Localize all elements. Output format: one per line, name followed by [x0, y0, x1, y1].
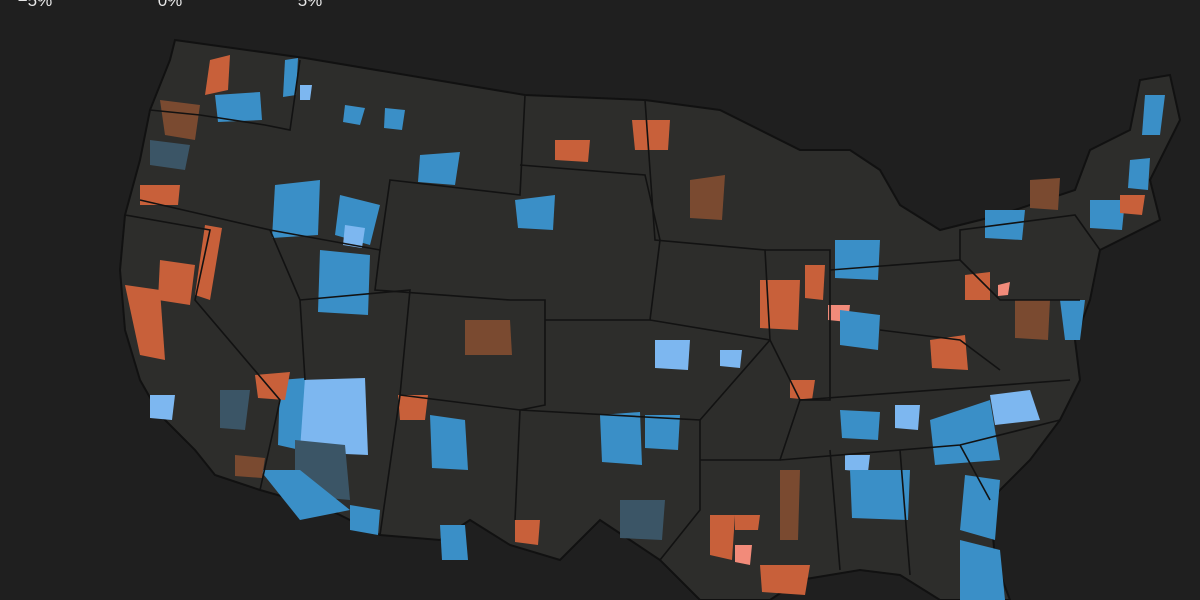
region — [985, 210, 1025, 240]
region — [1015, 300, 1050, 340]
region — [343, 225, 365, 248]
region — [1128, 158, 1150, 190]
region — [150, 395, 175, 420]
state-border — [299, 289, 411, 536]
state-border — [879, 329, 1001, 371]
state-borders — [124, 59, 1101, 576]
region — [343, 105, 365, 125]
region — [760, 280, 800, 330]
state-border — [269, 94, 526, 251]
region — [998, 282, 1010, 296]
region — [845, 455, 870, 472]
region — [760, 565, 810, 595]
region — [1120, 195, 1145, 215]
region — [1142, 95, 1165, 135]
region — [260, 470, 350, 520]
region — [1060, 300, 1085, 340]
region — [930, 335, 968, 370]
region — [655, 340, 690, 370]
region — [220, 390, 250, 430]
region — [465, 320, 512, 355]
region — [440, 525, 468, 560]
region — [195, 225, 222, 300]
region — [850, 470, 910, 520]
region — [1090, 200, 1125, 230]
region — [735, 515, 760, 530]
region — [300, 85, 312, 100]
state-border — [959, 214, 1101, 260]
region — [283, 58, 298, 97]
region — [620, 500, 665, 540]
region — [840, 410, 880, 440]
legend-label: −5% — [18, 0, 53, 10]
region — [840, 310, 880, 350]
region — [600, 412, 642, 465]
region — [780, 470, 800, 540]
region — [960, 540, 1005, 600]
state-border — [139, 199, 306, 381]
state-border — [124, 214, 281, 491]
region — [384, 108, 405, 130]
region — [140, 185, 180, 205]
region — [235, 455, 265, 478]
region — [790, 380, 815, 400]
region — [255, 372, 290, 400]
region — [125, 285, 165, 360]
region — [710, 515, 735, 560]
region — [515, 195, 555, 230]
region — [1030, 178, 1060, 210]
legend-label: 5% — [298, 0, 323, 10]
region — [930, 400, 1000, 465]
state-border — [829, 259, 1080, 301]
region — [965, 272, 990, 300]
region — [515, 520, 540, 545]
region — [350, 505, 380, 535]
region — [645, 415, 680, 450]
region — [720, 350, 742, 368]
legend-label: 0% — [158, 0, 183, 10]
region — [835, 240, 880, 280]
region — [150, 140, 190, 170]
region — [895, 405, 920, 430]
region — [430, 415, 468, 470]
regions — [125, 55, 1165, 600]
state-border — [829, 444, 991, 576]
region — [160, 100, 200, 140]
region — [205, 55, 230, 95]
region — [690, 175, 725, 220]
region — [300, 378, 368, 455]
region — [318, 250, 370, 315]
region — [735, 545, 752, 565]
region — [632, 120, 670, 150]
region — [960, 475, 1000, 540]
region — [272, 180, 320, 238]
state-border — [799, 379, 1071, 401]
region — [990, 390, 1040, 425]
region — [418, 152, 460, 185]
region — [215, 92, 262, 122]
region — [158, 260, 195, 305]
state-border — [765, 249, 831, 401]
region — [398, 395, 428, 420]
region — [555, 140, 590, 162]
state-border — [149, 59, 301, 131]
region — [805, 265, 825, 300]
